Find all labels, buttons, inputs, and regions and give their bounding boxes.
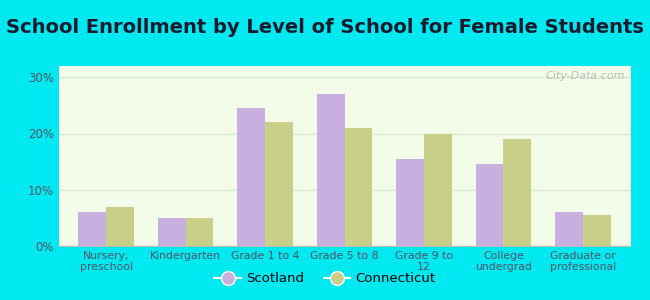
Text: City-Data.com: City-Data.com xyxy=(545,71,625,81)
Bar xyxy=(79,212,106,246)
Legend: Scotland, Connecticut: Scotland, Connecticut xyxy=(209,267,441,290)
Bar xyxy=(106,207,134,246)
Bar xyxy=(424,134,452,246)
Bar xyxy=(344,128,372,246)
Bar xyxy=(555,212,583,246)
Bar xyxy=(396,159,424,246)
Text: School Enrollment by Level of School for Female Students: School Enrollment by Level of School for… xyxy=(6,18,644,37)
Bar xyxy=(317,94,345,246)
Bar xyxy=(158,218,186,246)
Bar xyxy=(503,139,531,246)
Bar xyxy=(583,215,610,246)
Bar xyxy=(476,164,503,246)
Bar xyxy=(237,108,265,246)
Bar xyxy=(265,122,293,246)
Bar xyxy=(186,218,213,246)
